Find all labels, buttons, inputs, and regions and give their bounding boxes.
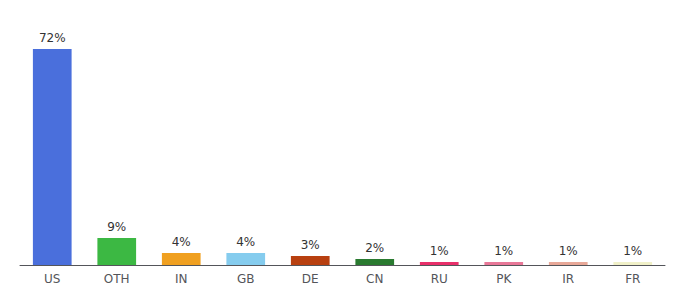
svg-text:PK: PK — [496, 272, 512, 286]
svg-text:RU: RU — [431, 272, 448, 286]
svg-text:9%: 9% — [107, 220, 126, 234]
svg-text:1%: 1% — [559, 244, 578, 258]
svg-text:1%: 1% — [430, 244, 449, 258]
svg-text:IR: IR — [562, 272, 574, 286]
svg-text:CN: CN — [366, 272, 383, 286]
svg-text:DE: DE — [302, 272, 319, 286]
svg-text:4%: 4% — [172, 235, 191, 249]
svg-text:4%: 4% — [236, 235, 255, 249]
svg-text:72%: 72% — [39, 31, 66, 45]
svg-text:IN: IN — [175, 272, 188, 286]
svg-text:2%: 2% — [365, 241, 384, 255]
svg-text:FR: FR — [625, 272, 640, 286]
svg-text:OTH: OTH — [104, 272, 130, 286]
svg-text:US: US — [44, 272, 60, 286]
svg-text:1%: 1% — [623, 244, 642, 258]
svg-text:GB: GB — [237, 272, 255, 286]
svg-text:3%: 3% — [301, 238, 320, 252]
svg-text:1%: 1% — [494, 244, 513, 258]
